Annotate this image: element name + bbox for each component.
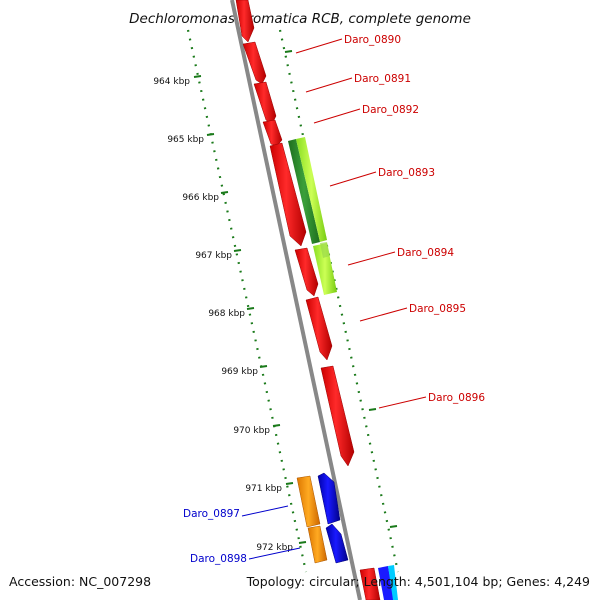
outer-tick [389,525,398,528]
gene-label-daro-0894[interactable]: Daro_0894 [397,247,454,259]
ruler-tick [220,191,229,194]
ruler-tick [298,541,307,544]
genome-summary-text: Topology: circular; Length: 4,501,104 bp… [246,574,590,589]
gene-arrow-fwd[interactable] [320,365,355,467]
gene-arrow-rev[interactable] [378,566,394,600]
genome-backbone [230,0,362,600]
ruler-tick [285,482,294,485]
ruler-label-964: 964 kbp [153,77,190,87]
reverse-genes [296,472,398,600]
leader-line [347,251,396,266]
forward-genes [235,0,381,600]
ruler-label-969: 969 kbp [221,367,258,377]
leader-line [378,396,427,409]
gene-arrow-rev[interactable] [325,523,349,564]
gene-arrow-fwd[interactable] [359,567,381,600]
leader-line [248,547,301,560]
ruler-tick [233,249,242,252]
gene-label-daro-0891[interactable]: Daro_0891 [354,73,411,85]
ruler-label-967: 967 kbp [195,251,232,261]
outer-tick [368,408,377,411]
outer-dotted-line [278,29,400,573]
gene-arrow-fwd[interactable] [262,119,283,147]
ruler-tick [206,133,215,136]
ruler-ticks: 964 kbp 965 kbp 966 kbp 967 kbp 968 kbp … [153,75,307,553]
leader-line [359,307,408,322]
ruler-tick [246,307,255,310]
orange-feature[interactable] [307,525,328,564]
ruler-label-970: 970 kbp [233,426,270,436]
leader-line [313,108,361,124]
leader-line [305,77,353,93]
cds-features [288,137,337,295]
ruler-label-968: 968 kbp [208,309,245,319]
gene-label-daro-0895[interactable]: Daro_0895 [409,303,466,315]
gene-arrow-fwd[interactable] [269,142,307,247]
ruler-label-965: 965 kbp [167,135,204,145]
cds-light-band [296,137,327,242]
ruler-tick [259,365,268,368]
cds-light-band [313,243,337,295]
gene-arrow-fwd[interactable] [294,247,319,297]
leader-line [329,171,377,187]
gene-label-daro-0890[interactable]: Daro_0890 [344,34,401,46]
gene-label-daro-0897[interactable]: Daro_0897 [183,508,240,520]
gene-label-daro-0893[interactable]: Daro_0893 [378,167,435,179]
gene-arrow-fwd[interactable] [242,41,267,85]
gene-arrow-rev[interactable] [317,472,341,525]
orange-feature[interactable] [296,475,321,528]
gene-arrow-fwd[interactable] [305,296,333,361]
outer-tick [284,50,293,53]
gene-label-daro-0896[interactable]: Daro_0896 [428,392,485,404]
ruler-label-971: 971 kbp [245,484,282,494]
ruler-label-966: 966 kbp [182,193,219,203]
cds-dark-band [288,139,320,244]
ruler-label-972: 972 kbp [256,543,293,553]
leader-line [241,505,289,517]
cyan-feature [388,565,398,600]
gene-label-daro-0898[interactable]: Daro_0898 [190,553,247,565]
accession-text: Accession: NC_007298 [9,574,151,589]
map-title: Dechloromonas aromatica RCB, complete ge… [129,11,471,27]
ruler-tick [272,424,281,427]
gene-label-daro-0892[interactable]: Daro_0892 [362,104,419,116]
ruler-tick [193,75,202,78]
gene-labels: Daro_0890 Daro_0891 Daro_0892 Daro_0893 … [183,34,485,565]
cds-overlap [320,242,330,258]
gene-arrow-fwd[interactable] [235,0,255,43]
leader-line [295,38,343,54]
